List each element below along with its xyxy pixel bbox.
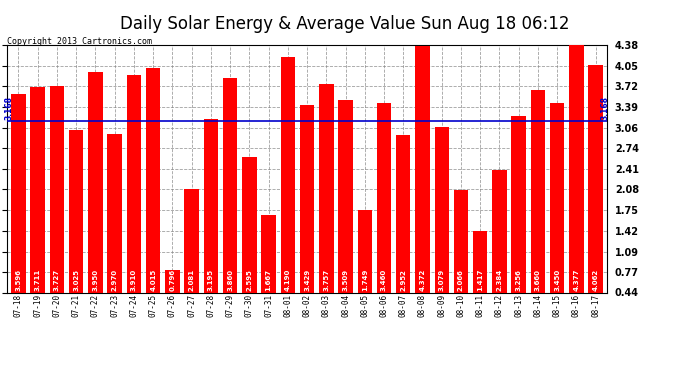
Bar xyxy=(550,104,564,292)
Text: 3.195: 3.195 xyxy=(208,268,214,291)
Bar xyxy=(589,65,603,292)
Text: 3.460: 3.460 xyxy=(381,268,387,291)
Text: 3.910: 3.910 xyxy=(131,268,137,291)
Bar xyxy=(108,134,122,292)
Text: 3.711: 3.711 xyxy=(34,268,41,291)
Text: 4.372: 4.372 xyxy=(420,268,426,291)
Bar xyxy=(204,120,218,292)
Bar xyxy=(242,157,257,292)
Text: 0.796: 0.796 xyxy=(169,268,175,291)
Bar xyxy=(569,45,584,292)
Text: 4.377: 4.377 xyxy=(573,268,580,291)
Text: 4.015: 4.015 xyxy=(150,268,156,291)
Text: 2.066: 2.066 xyxy=(458,269,464,291)
Text: 2.952: 2.952 xyxy=(400,269,406,291)
Text: 3.079: 3.079 xyxy=(439,268,445,291)
Text: 3.860: 3.860 xyxy=(227,268,233,291)
Text: 3.429: 3.429 xyxy=(304,268,310,291)
Bar xyxy=(30,87,45,292)
Text: 2.384: 2.384 xyxy=(496,268,502,291)
Bar xyxy=(454,190,469,292)
Text: 3.025: 3.025 xyxy=(73,268,79,291)
Bar xyxy=(69,130,83,292)
Text: 1.417: 1.417 xyxy=(477,268,483,291)
Text: 2.081: 2.081 xyxy=(188,268,195,291)
Bar xyxy=(435,127,449,292)
Text: 3.450: 3.450 xyxy=(554,268,560,291)
Text: 3.509: 3.509 xyxy=(342,268,348,291)
Text: 3.660: 3.660 xyxy=(535,268,541,291)
Text: 1.749: 1.749 xyxy=(362,268,368,291)
Text: 2.970: 2.970 xyxy=(112,268,118,291)
Bar xyxy=(262,215,276,292)
Bar xyxy=(415,45,430,292)
Text: Copyright 2013 Cartronics.com: Copyright 2013 Cartronics.com xyxy=(7,38,152,46)
Bar xyxy=(377,103,391,292)
Bar xyxy=(223,78,237,292)
Bar xyxy=(492,170,506,292)
Bar xyxy=(300,105,314,292)
Text: 4.062: 4.062 xyxy=(593,268,599,291)
Bar xyxy=(184,189,199,292)
Bar xyxy=(281,57,295,292)
Bar xyxy=(396,135,411,292)
Bar xyxy=(165,270,179,292)
Bar xyxy=(531,90,545,292)
Bar xyxy=(357,210,372,292)
Bar xyxy=(473,231,487,292)
Text: 3.596: 3.596 xyxy=(15,268,21,291)
Text: 3.727: 3.727 xyxy=(54,268,60,291)
Text: 3.950: 3.950 xyxy=(92,268,99,291)
Text: 1.667: 1.667 xyxy=(266,268,272,291)
Bar xyxy=(338,100,353,292)
Text: 4.190: 4.190 xyxy=(285,268,290,291)
Text: 3.757: 3.757 xyxy=(324,268,329,291)
Text: 2.595: 2.595 xyxy=(246,269,253,291)
Bar xyxy=(50,86,64,292)
Text: 3.256: 3.256 xyxy=(515,269,522,291)
Bar xyxy=(319,84,333,292)
Text: 3.168: 3.168 xyxy=(4,96,13,120)
Bar xyxy=(146,68,160,292)
Text: Daily Solar Energy & Average Value Sun Aug 18 06:12: Daily Solar Energy & Average Value Sun A… xyxy=(120,15,570,33)
Bar xyxy=(511,116,526,292)
Bar xyxy=(11,94,26,292)
Bar xyxy=(88,72,103,292)
Text: 3.168: 3.168 xyxy=(601,96,610,120)
Bar xyxy=(127,75,141,292)
